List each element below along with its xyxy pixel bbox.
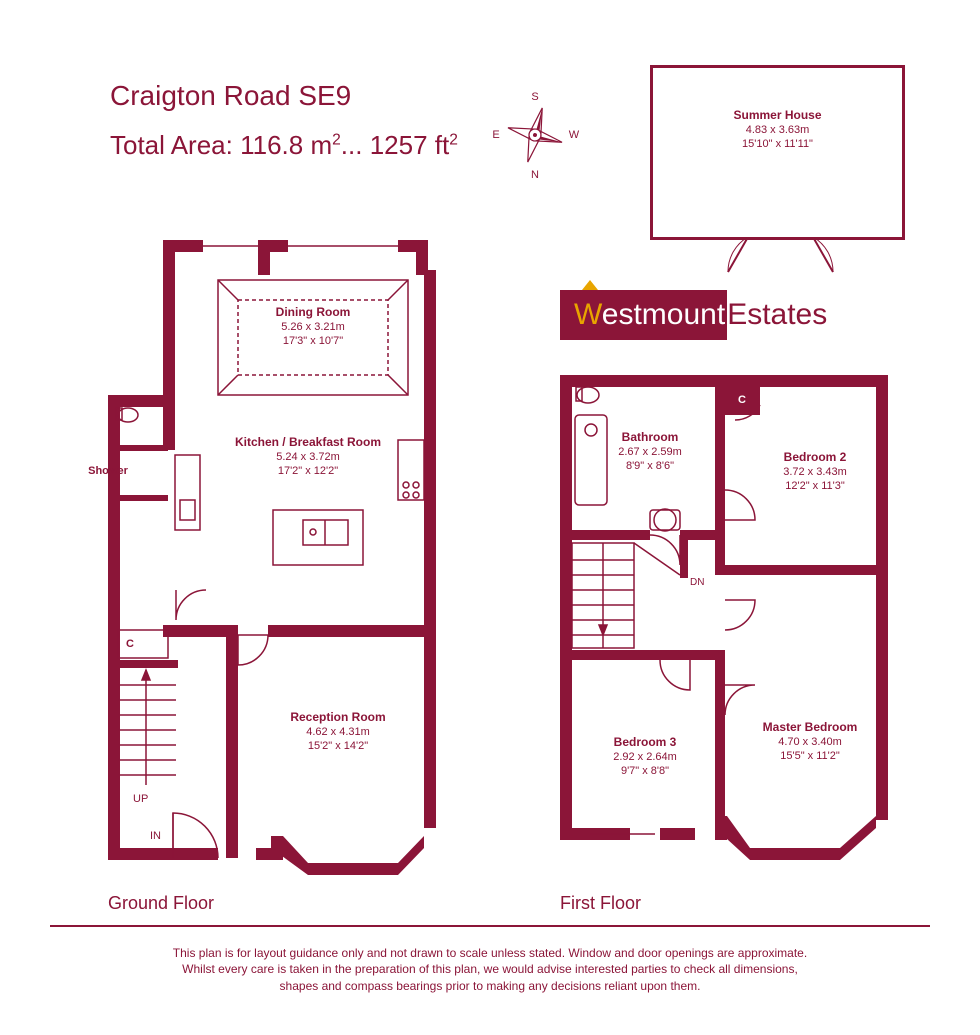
svg-text:E: E xyxy=(492,129,499,141)
brand-logo: Westmount Estates xyxy=(560,290,827,340)
summer-house-doors xyxy=(653,237,908,277)
first-floor-label: First Floor xyxy=(560,893,641,914)
svg-text:N: N xyxy=(531,169,539,180)
bedroom2-label: Bedroom 2 3.72 x 3.43m 12'2" x 11'3" xyxy=(745,450,885,492)
ground-floor-label: Ground Floor xyxy=(108,893,214,914)
reception-label: Reception Room 4.62 x 4.31m 15'2" x 14'2… xyxy=(268,710,408,752)
cupboard-c-label: C xyxy=(126,638,134,650)
bedroom3-label: Bedroom 3 2.92 x 2.64m 9'7" x 8'8" xyxy=(575,735,715,777)
svg-text:C: C xyxy=(738,394,746,406)
kitchen-label: Kitchen / Breakfast Room 5.24 x 3.72m 17… xyxy=(223,435,393,477)
svg-text:W: W xyxy=(569,129,580,141)
summer-house-label: Summer House 4.83 x 3.63m 15'10" x 11'11… xyxy=(653,108,902,150)
header: Craigton Road SE9 Total Area: 116.8 m2..… xyxy=(110,80,458,161)
total-area: Total Area: 116.8 m2... 1257 ft2 xyxy=(110,130,458,161)
summer-house-plan: Summer House 4.83 x 3.63m 15'10" x 11'11… xyxy=(650,65,905,240)
svg-text:DN: DN xyxy=(690,577,704,588)
property-title: Craigton Road SE9 xyxy=(110,80,458,112)
first-floor-plan: DN C Bathroom 2.67 x 2.59m 8'9" x 8'6" B… xyxy=(560,375,888,880)
shower-label: Shower xyxy=(58,465,158,477)
ground-floor-plan: Dining Room 5.26 x 3.21m 17'3" x 10'7" K… xyxy=(108,240,436,880)
in-label: IN xyxy=(150,830,161,842)
compass-icon: S N E W xyxy=(490,90,580,180)
disclaimer: This plan is for layout guidance only an… xyxy=(50,925,930,995)
bathroom-label: Bathroom 2.67 x 2.59m 8'9" x 8'6" xyxy=(595,430,705,472)
svg-text:S: S xyxy=(531,91,538,103)
dining-room-label: Dining Room 5.26 x 3.21m 17'3" x 10'7" xyxy=(243,305,383,347)
logo-arrow-icon xyxy=(582,280,598,290)
up-label: UP xyxy=(133,793,148,805)
master-bedroom-label: Master Bedroom 4.70 x 3.40m 15'5" x 11'2… xyxy=(740,720,880,762)
